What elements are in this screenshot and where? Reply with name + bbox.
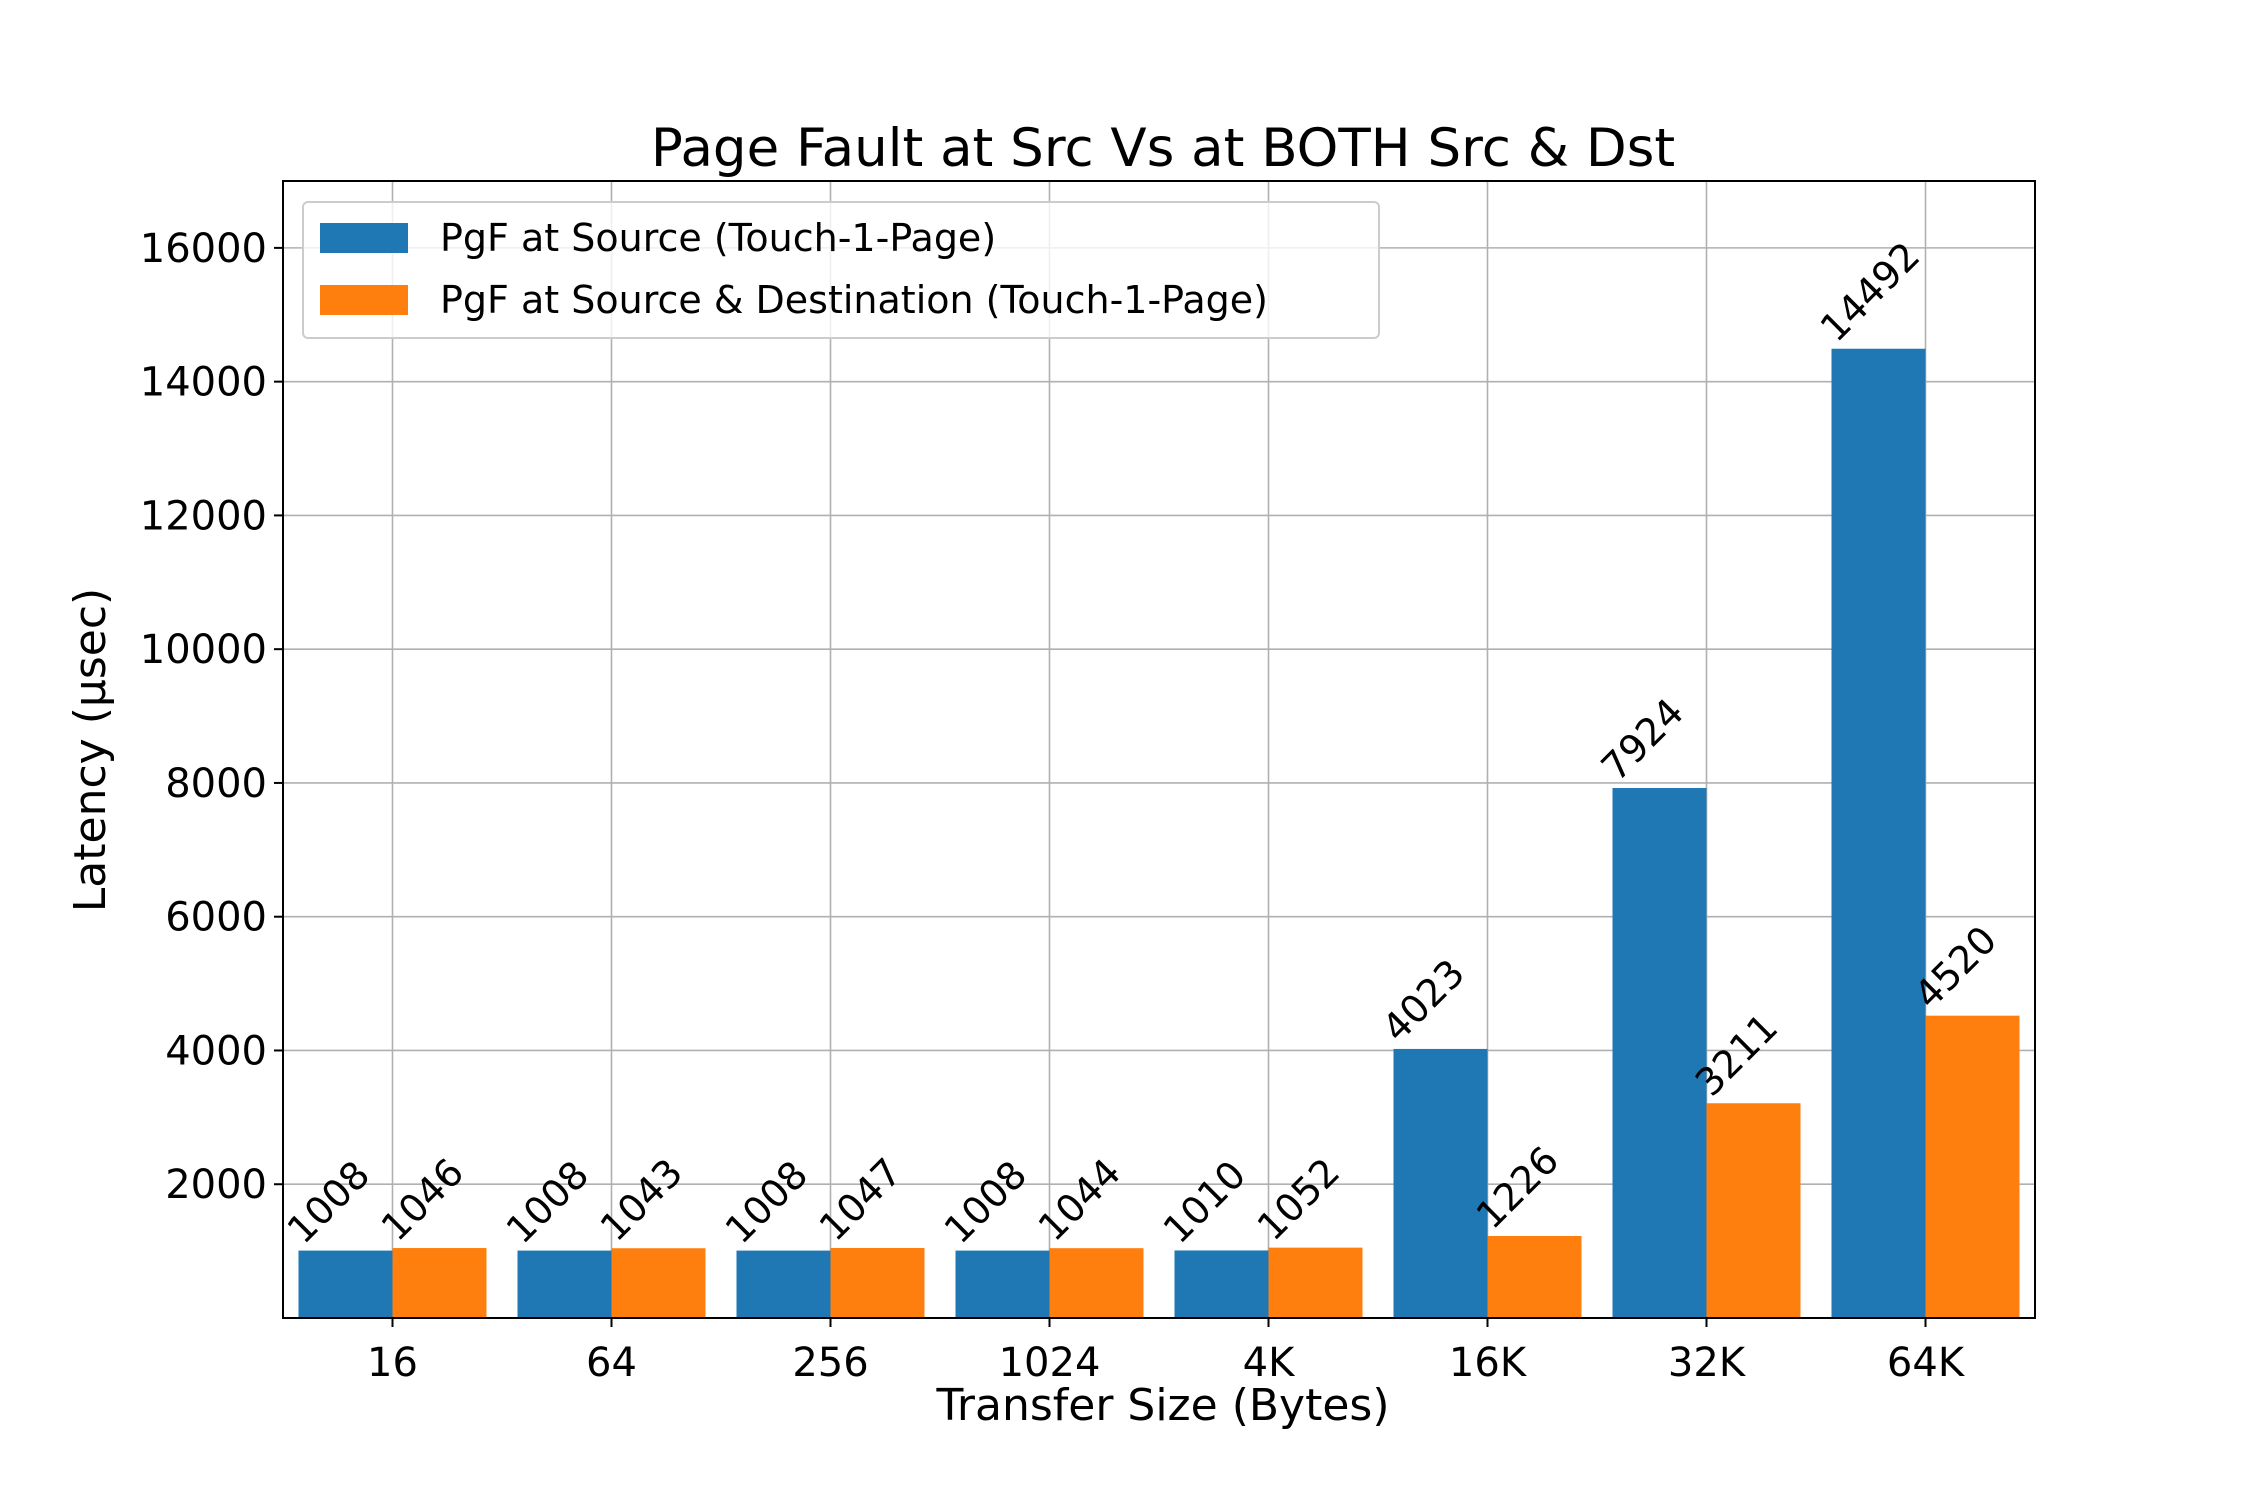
x-tick-label-7: 64K	[1887, 1340, 1966, 1386]
bar-s1-32K	[1706, 1103, 1801, 1318]
bar-s1-16K	[1487, 1236, 1582, 1318]
y-tick-label-1: 4000	[165, 1028, 267, 1074]
data-label-s0-1024: 1008	[936, 1152, 1036, 1252]
legend-label-1: PgF at Source & Destination (Touch-1-Pag…	[440, 278, 1268, 322]
data-label-s1-64: 1043	[592, 1150, 692, 1250]
data-label-s0-16: 1008	[279, 1152, 379, 1252]
y-tick-label-7: 16000	[140, 226, 267, 272]
y-axis-label: Latency (µsec)	[65, 588, 116, 912]
x-tick-label-5: 16K	[1449, 1340, 1528, 1386]
bar-s1-64	[611, 1248, 706, 1318]
bar-s0-16	[298, 1250, 393, 1318]
legend-swatch-1	[320, 285, 408, 315]
legend: PgF at Source (Touch-1-Page) PgF at Sourc…	[302, 201, 1380, 339]
x-tick-label-6: 32K	[1668, 1340, 1747, 1386]
data-label-s0-256: 1008	[717, 1152, 817, 1252]
bar-s0-16K	[1393, 1048, 1488, 1318]
bar-s0-64K	[1831, 348, 1926, 1318]
chart-title: Page Fault at Src Vs at BOTH Src & Dst	[651, 118, 1675, 179]
y-tick-label-4: 10000	[140, 627, 267, 673]
legend-box	[302, 201, 1380, 339]
x-axis-ticks: 16 64 256 1024 4K 16K 32K 64K	[367, 1318, 1966, 1386]
bar-s1-256	[830, 1247, 925, 1318]
bar-s0-1024	[955, 1250, 1050, 1318]
legend-label-0: PgF at Source (Touch-1-Page)	[440, 216, 996, 260]
data-labels: 1008 1008 1008 1008 1010 4023 7924 14492 1046 104…	[279, 234, 2006, 1252]
data-label-s0-4K: 1010	[1155, 1152, 1255, 1252]
x-tick-label-0: 16	[367, 1340, 418, 1386]
y-tick-label-5: 12000	[140, 493, 267, 539]
bar-s0-32K	[1612, 788, 1707, 1318]
bar-s0-256	[736, 1250, 831, 1318]
x-tick-label-2: 256	[792, 1340, 868, 1386]
data-label-s1-1024: 1044	[1030, 1150, 1130, 1250]
y-tick-label-0: 2000	[165, 1162, 267, 1208]
bar-s1-4K	[1268, 1247, 1363, 1318]
data-label-s1-16: 1046	[373, 1150, 473, 1250]
data-label-s1-256: 1047	[811, 1150, 911, 1250]
y-tick-label-6: 14000	[140, 360, 267, 406]
bar-s1-64K	[1925, 1015, 2020, 1318]
y-axis-ticks: 2000 4000 6000 8000 10000 12000 14000 16000	[140, 226, 283, 1208]
x-tick-label-3: 1024	[999, 1340, 1101, 1386]
data-label-s1-4K: 1052	[1249, 1150, 1349, 1250]
bar-s1-1024	[1049, 1248, 1144, 1318]
y-tick-label-2: 6000	[165, 895, 267, 941]
y-tick-label-3: 8000	[165, 761, 267, 807]
bar-s0-64	[517, 1250, 612, 1318]
data-label-s0-16K: 4023	[1374, 951, 1474, 1051]
bar-s1-16	[392, 1248, 487, 1318]
plot-frame	[282, 180, 2036, 1319]
bar-s0-4K	[1174, 1250, 1269, 1318]
x-tick-label-1: 64	[586, 1340, 637, 1386]
data-label-s0-32K: 7924	[1593, 690, 1693, 790]
data-label-s0-64: 1008	[498, 1152, 598, 1252]
bars	[298, 348, 2020, 1318]
data-label-s0-64K: 14492	[1812, 234, 1929, 351]
x-tick-label-4: 4K	[1243, 1340, 1296, 1386]
legend-swatch-0	[320, 223, 408, 253]
x-axis-label: Transfer Size (Bytes)	[935, 1380, 1389, 1431]
